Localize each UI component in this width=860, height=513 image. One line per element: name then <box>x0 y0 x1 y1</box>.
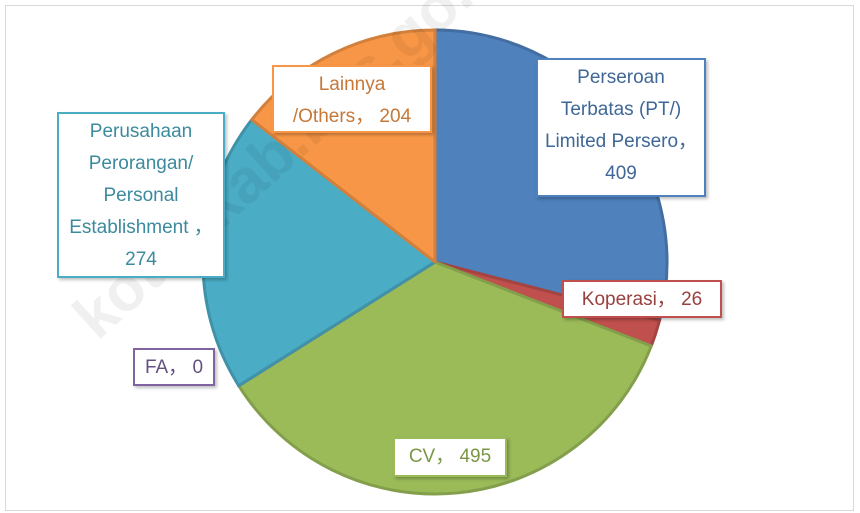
data-label: CV， 495 <box>393 437 507 477</box>
data-label: FA， 0 <box>133 348 215 386</box>
pie-slice <box>237 260 653 496</box>
data-label: Koperasi， 26 <box>562 280 722 318</box>
data-label: Perusahaan Perorangan/ Personal Establis… <box>57 112 225 278</box>
data-label: Lainnya /Others， 204 <box>272 65 432 133</box>
chart-frame <box>5 5 854 511</box>
data-label: Perseroan Terbatas (PT/) Limited Persero… <box>536 58 706 197</box>
